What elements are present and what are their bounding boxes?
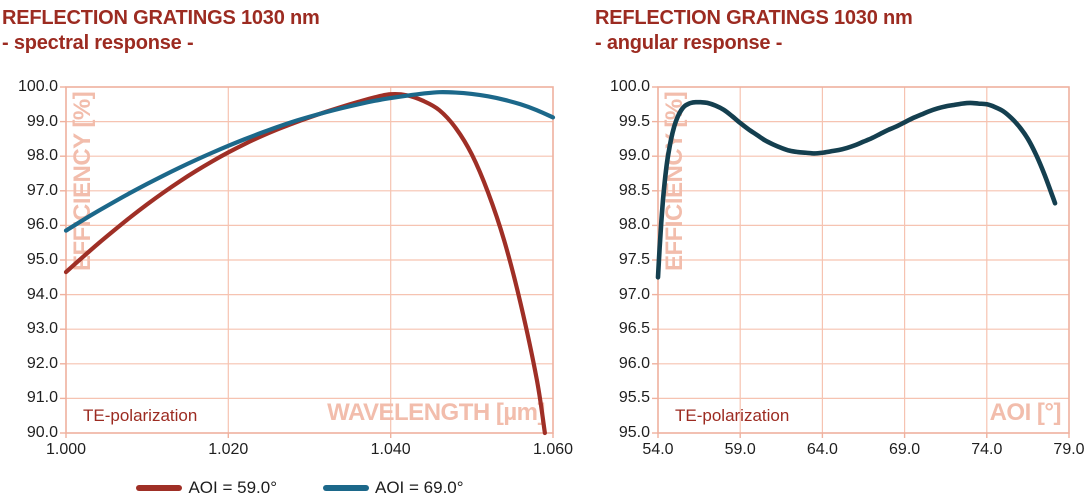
legend: AOI = 59.0° AOI = 69.0° (40, 478, 560, 498)
angular-y-tick-label: 96.0 (618, 354, 650, 372)
angular-series-curve (655, 99, 1058, 280)
spectral-x-tick-label: 1.060 (532, 441, 574, 458)
spectral-y-tick-label: 97.0 (26, 181, 58, 199)
left-chart-title: REFLECTION GRATINGS 1030 nm - spectral r… (2, 6, 320, 56)
spectral-x-tick-label: 1.000 (45, 441, 87, 458)
legend-item-aoi-59: AOI = 59.0° (136, 478, 277, 498)
spectral-series-aoi-59-0- (63, 92, 547, 436)
spectral-y-tick-label: 94.0 (26, 285, 58, 303)
angular-y-tick-label: 96.5 (618, 320, 650, 338)
angular-x-tick-label: 64.0 (806, 441, 838, 458)
right-chart-title: REFLECTION GRATINGS 1030 nm - angular re… (595, 6, 913, 56)
angular-y-tick-label: 98.0 (618, 216, 650, 234)
legend-swatch-red (136, 485, 183, 491)
left-te-polarization-label: TE-polarization (83, 406, 198, 425)
spectral-y-tick-label: 93.0 (26, 320, 58, 338)
angular-y-tick-label: 97.0 (618, 285, 650, 303)
angular-y-tick-label: 95.0 (618, 424, 650, 441)
legend-label-aoi-69: AOI = 69.0° (375, 478, 464, 497)
spectral-y-tick-label: 95.0 (26, 251, 58, 268)
right-x-axis-label: AOI [°] (989, 399, 1062, 426)
spectral-x-tick-label: 1.040 (370, 441, 411, 458)
spectral-y-tick-label: 96.0 (26, 216, 58, 234)
angular-x-tick-label: 79.0 (1053, 441, 1085, 458)
spectral-y-tick-label: 92.0 (26, 354, 58, 372)
angular-x-tick-label: 74.0 (971, 441, 1003, 458)
spectral-y-tick-label: 98.0 (26, 147, 58, 165)
angular-x-tick-label: 54.0 (642, 441, 674, 458)
angular-y-tick-label: 99.5 (618, 112, 650, 130)
legend-swatch-teal (323, 485, 369, 491)
angular-y-tick-label: 95.5 (618, 389, 650, 407)
angular-y-tick-label: 98.5 (618, 181, 650, 199)
spectral-x-tick-label: 1.020 (208, 441, 249, 458)
spectral-y-tick-label: 99.0 (26, 112, 58, 130)
spectral-series-aoi-69-0- (63, 90, 556, 233)
left-chart-title-line1: REFLECTION GRATINGS 1030 nm (2, 7, 320, 29)
right-te-polarization-label: TE-polarization (675, 406, 790, 425)
legend-label-aoi-59: AOI = 59.0° (188, 478, 277, 497)
spectral-y-tick-label: 90.0 (26, 424, 58, 441)
angular-y-tick-label: 97.5 (618, 251, 650, 268)
angular-x-tick-label: 69.0 (889, 441, 921, 458)
left-x-axis-label: WAVELENGTH [µm] (327, 399, 545, 426)
right-chart-subtitle: - angular response - (595, 32, 783, 54)
legend-item-aoi-69: AOI = 69.0° (323, 478, 464, 498)
right-chart-title-line1: REFLECTION GRATINGS 1030 nm (595, 7, 913, 29)
spectral-y-tick-label: 100.0 (17, 78, 58, 95)
angular-y-tick-label: 100.0 (609, 78, 650, 95)
angular-x-tick-label: 59.0 (724, 441, 756, 458)
spectral-plot-border (65, 86, 554, 434)
spectral-y-tick-label: 91.0 (26, 389, 58, 407)
left-chart-subtitle: - spectral response - (2, 32, 194, 54)
angular-y-tick-label: 99.0 (618, 147, 650, 165)
